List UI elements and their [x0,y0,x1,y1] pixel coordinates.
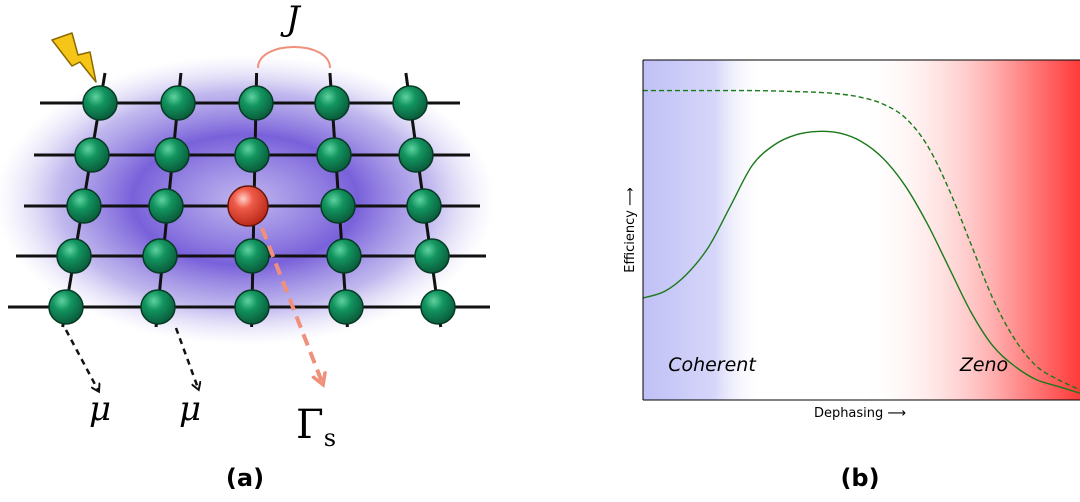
lattice-site [82,85,118,121]
panel-a-caption: (a) [226,464,264,492]
lattice-site [160,85,196,121]
x-axis-label: Dephasing ⟶ [814,406,906,421]
lattice-site [154,137,190,173]
lattice-site [420,289,456,325]
coupling-arc [257,46,331,69]
sink-arrow [260,227,322,382]
sink-label-main: Γ [296,402,324,448]
series-line-dashed [643,89,1080,391]
sink-site [227,185,269,227]
y-axis-label: Efficiency ⟶ [623,187,638,272]
loss-arrow-1 [64,329,98,390]
efficiency-chart: Coherent Zeno Dephasing ⟶ Efficiency ⟶ (… [623,59,1080,492]
lattice-site [140,289,176,325]
loss-label-2: μ [179,389,201,429]
lattice-site [234,289,270,325]
loss-label-1: μ [89,389,111,429]
sink-label: Γs [296,402,336,452]
lattice-site [66,188,102,224]
coupling-label: J [280,0,302,39]
chart-lines [642,89,1080,394]
lattice-site [142,238,178,274]
lattice-site [74,137,110,173]
lattice-site [314,85,350,121]
lattice-site [56,238,92,274]
lattice-panel: J μ μ Γs (a) [0,0,495,492]
zeno-region [860,60,1080,400]
region-label-zeno: Zeno [959,354,1008,376]
series-line-solid [642,130,1080,394]
coherent-region [643,60,763,400]
lattice-site [48,289,84,325]
lattice-site [148,188,184,224]
lattice-site [234,238,270,274]
lattice-site [238,85,274,121]
lattice-site [398,137,434,173]
panel-b-caption: (b) [840,464,879,492]
sink-label-sub: s [324,424,336,452]
lattice-site [326,238,362,274]
lattice-site [392,85,428,121]
lattice-site [316,137,352,173]
lattice-site [234,137,270,173]
lattice-site [414,238,450,274]
lattice-site [320,188,356,224]
lightning-icon [51,32,97,83]
lattice-nodes [48,85,456,325]
lattice-site [406,188,442,224]
lattice-site [328,289,364,325]
region-label-coherent: Coherent [668,354,757,376]
